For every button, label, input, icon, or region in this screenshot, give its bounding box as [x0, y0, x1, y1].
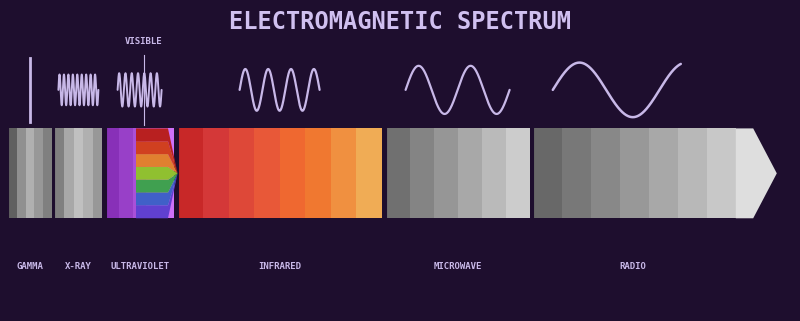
Bar: [305, 128, 330, 218]
Text: MICROWAVE: MICROWAVE: [434, 262, 482, 271]
Bar: [590, 128, 620, 218]
Bar: [229, 128, 254, 218]
Polygon shape: [136, 173, 178, 193]
Text: VISIBLE: VISIBLE: [125, 37, 163, 46]
Bar: [434, 128, 458, 218]
Polygon shape: [136, 141, 178, 173]
Bar: [54, 128, 64, 218]
Bar: [458, 128, 482, 218]
Text: ELECTROMAGNETIC SPECTRUM: ELECTROMAGNETIC SPECTRUM: [229, 11, 571, 34]
Bar: [254, 128, 280, 218]
Bar: [280, 128, 305, 218]
Text: RADIO: RADIO: [619, 262, 646, 271]
Bar: [74, 128, 83, 218]
Bar: [133, 128, 146, 218]
Bar: [146, 128, 160, 218]
Bar: [678, 128, 707, 218]
Bar: [8, 128, 17, 218]
Polygon shape: [136, 167, 178, 180]
Bar: [410, 128, 434, 218]
Text: INFRARED: INFRARED: [258, 262, 301, 271]
Text: X-RAY: X-RAY: [65, 262, 92, 271]
Bar: [386, 128, 410, 218]
Bar: [620, 128, 649, 218]
Bar: [649, 128, 678, 218]
Bar: [160, 128, 174, 218]
Text: ULTRAVIOLET: ULTRAVIOLET: [110, 262, 169, 271]
Bar: [43, 128, 52, 218]
Bar: [203, 128, 229, 218]
Polygon shape: [136, 154, 178, 173]
Bar: [330, 128, 356, 218]
Polygon shape: [736, 128, 777, 218]
Bar: [34, 128, 43, 218]
Bar: [482, 128, 506, 218]
Bar: [178, 128, 203, 218]
Bar: [707, 128, 736, 218]
Bar: [119, 128, 133, 218]
Bar: [83, 128, 93, 218]
Bar: [506, 128, 530, 218]
Polygon shape: [136, 173, 178, 218]
Polygon shape: [136, 173, 178, 205]
Bar: [562, 128, 590, 218]
Bar: [64, 128, 74, 218]
Polygon shape: [136, 128, 178, 173]
Bar: [356, 128, 382, 218]
Bar: [26, 128, 34, 218]
Text: GAMMA: GAMMA: [17, 262, 43, 271]
Bar: [533, 128, 562, 218]
Bar: [17, 128, 26, 218]
Bar: [93, 128, 102, 218]
Bar: [106, 128, 119, 218]
